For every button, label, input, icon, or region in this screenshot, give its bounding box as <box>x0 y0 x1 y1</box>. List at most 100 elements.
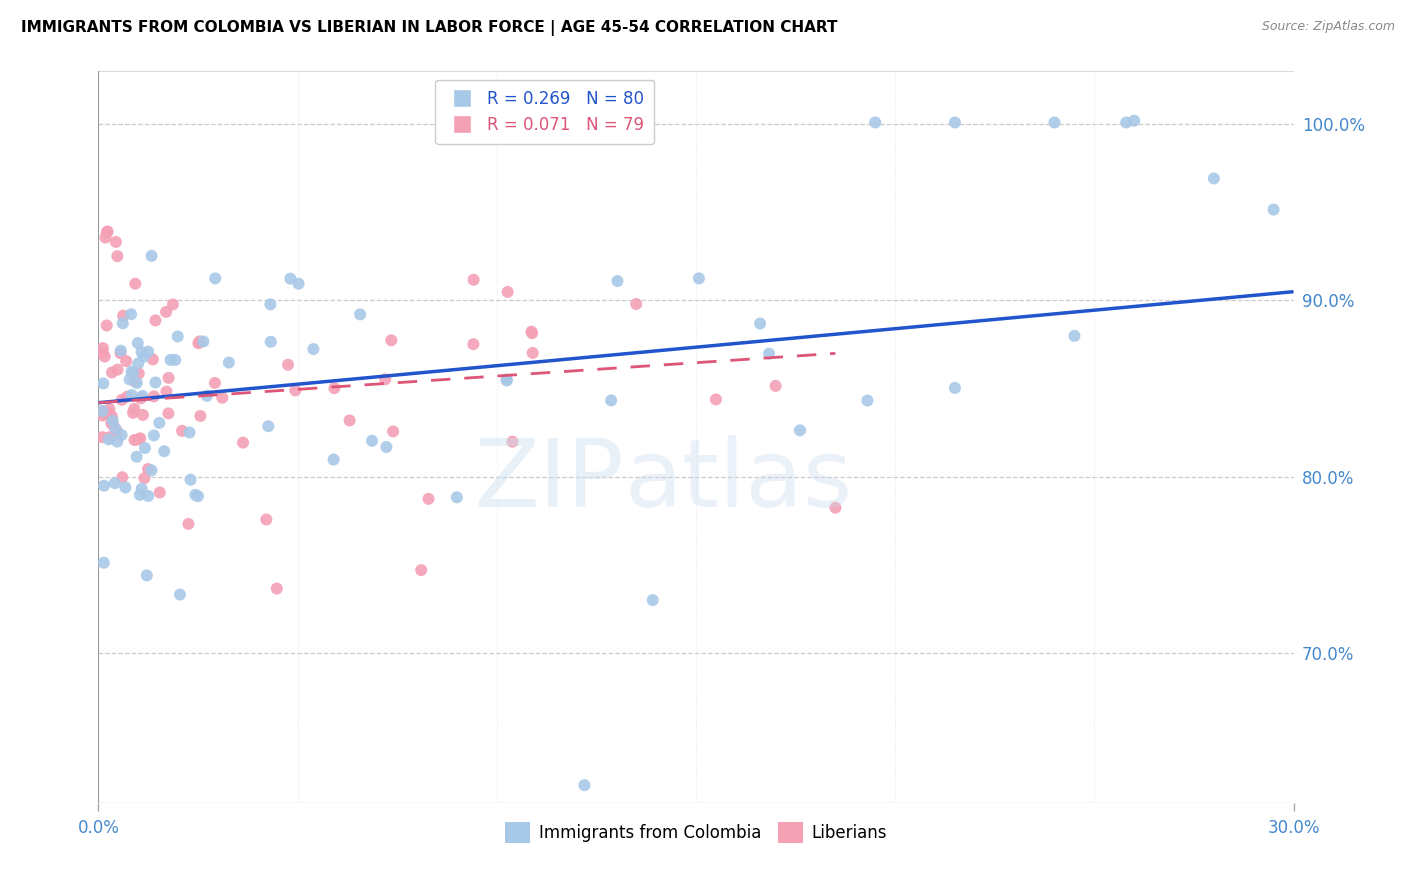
Point <box>121 364 143 378</box>
Point <box>157 406 180 420</box>
Point <box>124 433 146 447</box>
Point <box>101 417 124 432</box>
Point <box>284 384 307 398</box>
Point <box>159 352 181 367</box>
Point <box>132 350 155 364</box>
Point <box>204 376 226 390</box>
Point <box>280 271 302 285</box>
Point <box>155 305 177 319</box>
Point <box>641 593 664 607</box>
Point <box>522 346 544 360</box>
Point <box>121 367 143 381</box>
Point <box>148 416 170 430</box>
Point <box>94 230 117 244</box>
Point <box>96 225 118 239</box>
Point <box>122 406 145 420</box>
Point <box>1115 115 1137 129</box>
Point <box>204 271 226 285</box>
Text: ZIP: ZIP <box>475 435 624 527</box>
Point <box>131 482 153 496</box>
Point <box>127 356 149 370</box>
Point <box>110 343 132 358</box>
Point <box>1123 113 1146 128</box>
Point <box>232 435 254 450</box>
Point <box>98 407 121 421</box>
Point <box>124 401 146 416</box>
Point <box>411 563 433 577</box>
Point <box>322 452 344 467</box>
Point <box>101 366 124 380</box>
Point <box>91 404 114 418</box>
Point <box>141 463 163 477</box>
Point <box>97 433 120 447</box>
Point <box>131 345 153 359</box>
Point <box>162 297 184 311</box>
Point <box>688 271 710 285</box>
Point <box>124 277 146 291</box>
Point <box>107 362 129 376</box>
Point <box>134 441 156 455</box>
Point <box>749 317 772 331</box>
Point <box>142 428 165 442</box>
Point <box>1063 329 1085 343</box>
Point <box>789 423 811 437</box>
Point <box>153 444 176 458</box>
Point <box>125 376 148 390</box>
Point <box>115 354 138 368</box>
Point <box>260 334 283 349</box>
Point <box>111 392 134 407</box>
Point <box>104 476 127 491</box>
Point <box>93 407 115 421</box>
Point <box>1263 202 1285 217</box>
Point <box>259 297 281 311</box>
Point <box>166 329 188 343</box>
Point <box>149 485 172 500</box>
Point <box>91 376 114 391</box>
Point <box>143 389 166 403</box>
Point <box>128 367 150 381</box>
Point <box>132 408 155 422</box>
Point <box>128 488 150 502</box>
Point <box>574 778 596 792</box>
Point <box>349 307 371 321</box>
Point <box>110 428 132 442</box>
Point <box>339 413 361 427</box>
Point <box>94 350 117 364</box>
Point <box>105 249 128 263</box>
Point <box>124 374 146 388</box>
Point <box>98 402 121 417</box>
Point <box>142 352 165 367</box>
Point <box>129 392 152 406</box>
Point <box>856 393 879 408</box>
Point <box>111 470 134 484</box>
Point <box>179 425 201 440</box>
Point <box>501 434 523 449</box>
Point <box>91 341 114 355</box>
Point <box>111 316 134 330</box>
Point <box>105 424 128 438</box>
Point <box>91 409 114 423</box>
Point <box>120 307 142 321</box>
Point <box>254 512 277 526</box>
Point <box>600 393 623 408</box>
Point <box>943 115 966 129</box>
Point <box>463 337 485 351</box>
Point <box>361 434 384 448</box>
Text: Source: ZipAtlas.com: Source: ZipAtlas.com <box>1261 20 1395 33</box>
Point <box>93 556 115 570</box>
Point <box>127 433 149 447</box>
Point <box>134 471 156 485</box>
Point <box>446 491 468 505</box>
Point <box>145 313 167 327</box>
Point <box>157 371 180 385</box>
Point <box>91 404 114 418</box>
Point <box>96 318 118 333</box>
Point <box>606 274 628 288</box>
Point <box>180 473 202 487</box>
Point <box>91 430 114 444</box>
Point <box>195 389 218 403</box>
Point <box>374 372 396 386</box>
Point <box>496 285 519 299</box>
Point <box>302 342 325 356</box>
Point <box>104 422 127 436</box>
